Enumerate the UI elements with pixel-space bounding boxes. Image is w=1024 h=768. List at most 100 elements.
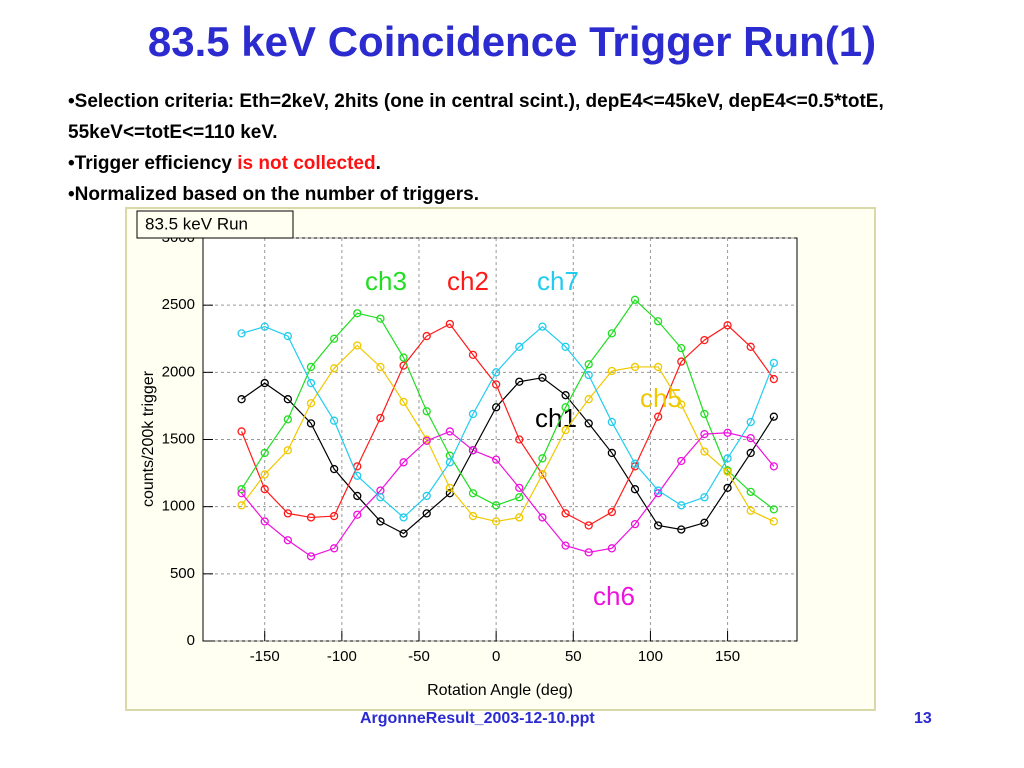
data-point xyxy=(399,529,408,538)
y-tick-label: 1500 xyxy=(162,430,195,447)
data-point xyxy=(353,309,362,318)
data-point xyxy=(399,458,408,467)
x-axis-label: Rotation Angle (deg) xyxy=(427,682,573,699)
series-label: ch2 xyxy=(447,266,489,296)
bullet-text: . xyxy=(375,153,381,174)
title-box-frame xyxy=(136,210,294,239)
y-tick-label: 2000 xyxy=(162,363,195,380)
data-point xyxy=(584,548,593,557)
data-point xyxy=(515,435,524,444)
data-point xyxy=(237,485,246,494)
bullet: Selection criteria: Eth=2keV, 2hits (one… xyxy=(68,86,968,148)
data-point xyxy=(515,493,524,502)
data-point xyxy=(607,448,617,458)
data-point xyxy=(353,491,362,501)
data-point xyxy=(561,391,570,400)
data-point xyxy=(584,395,593,404)
data-point xyxy=(723,454,732,463)
data-point xyxy=(700,493,709,502)
data-point xyxy=(376,362,385,372)
data-point xyxy=(561,425,570,435)
data-point xyxy=(353,510,362,519)
data-point xyxy=(445,319,455,329)
data-point xyxy=(491,403,501,412)
data-point xyxy=(607,417,617,427)
data-point xyxy=(653,362,663,372)
data-point xyxy=(723,428,732,437)
data-point xyxy=(468,409,478,419)
data-point xyxy=(491,368,501,377)
data-point xyxy=(653,486,663,495)
data-point xyxy=(700,518,709,527)
data-point xyxy=(700,335,709,345)
data-point xyxy=(677,344,686,353)
data-point xyxy=(306,419,316,428)
data-point xyxy=(422,436,431,445)
data-point xyxy=(561,342,570,351)
data-point xyxy=(677,525,686,534)
series-label: ch7 xyxy=(537,266,579,296)
data-point xyxy=(491,380,501,389)
data-point xyxy=(677,501,686,510)
data-point xyxy=(769,358,779,368)
data-point xyxy=(700,409,709,419)
data-point xyxy=(653,521,663,530)
data-point xyxy=(422,331,431,341)
x-tick-label: 50 xyxy=(565,648,582,665)
data-point xyxy=(329,334,339,343)
data-point xyxy=(769,374,779,384)
data-point xyxy=(584,370,593,380)
data-point xyxy=(422,491,431,501)
data-point xyxy=(306,378,316,388)
footer-file: ArgonneResult_2003-12-10.ppt xyxy=(360,710,595,727)
data-point xyxy=(306,362,316,372)
data-point xyxy=(700,447,709,456)
bullet-text: Selection criteria: Eth=2keV, 2hits (one… xyxy=(68,91,884,143)
data-point xyxy=(491,455,501,464)
x-tick-label: -100 xyxy=(327,648,357,665)
data-point xyxy=(283,395,293,404)
data-point xyxy=(260,378,269,388)
data-point xyxy=(769,517,779,526)
data-point xyxy=(630,519,640,529)
data-point xyxy=(746,487,755,497)
data-point xyxy=(468,489,478,498)
y-tick-label: 500 xyxy=(170,565,195,582)
data-point xyxy=(515,377,524,386)
y-tick-label: 1000 xyxy=(162,498,195,515)
data-point xyxy=(515,513,524,522)
x-tick-label: -150 xyxy=(250,648,280,665)
data-point xyxy=(630,362,640,372)
data-point xyxy=(329,364,339,373)
data-point xyxy=(769,462,779,471)
data-point xyxy=(723,321,732,330)
data-point xyxy=(584,360,593,369)
data-point xyxy=(329,464,339,474)
data-point xyxy=(468,446,478,455)
data-point xyxy=(237,489,246,498)
data-point xyxy=(538,470,547,479)
data-point xyxy=(677,400,686,409)
data-point xyxy=(607,366,617,376)
data-point xyxy=(561,509,570,518)
bullet: Normalized based on the number of trigge… xyxy=(68,179,968,210)
data-point xyxy=(283,415,293,424)
chart: Rotation Angle (deg) counts/200k trigger… xyxy=(125,207,876,711)
data-point xyxy=(237,329,246,338)
data-point xyxy=(376,493,385,502)
data-point xyxy=(677,357,686,366)
data-point xyxy=(306,513,316,522)
data-point xyxy=(260,517,269,526)
data-point xyxy=(329,416,339,425)
data-point xyxy=(329,511,339,521)
data-point xyxy=(445,489,455,498)
data-point xyxy=(538,513,547,522)
data-point xyxy=(700,429,709,439)
data-point xyxy=(260,485,269,494)
series-label: ch6 xyxy=(593,581,635,611)
data-point xyxy=(515,342,524,351)
x-tick-label: -50 xyxy=(408,648,430,665)
data-point xyxy=(283,509,293,518)
data-point xyxy=(353,471,362,480)
